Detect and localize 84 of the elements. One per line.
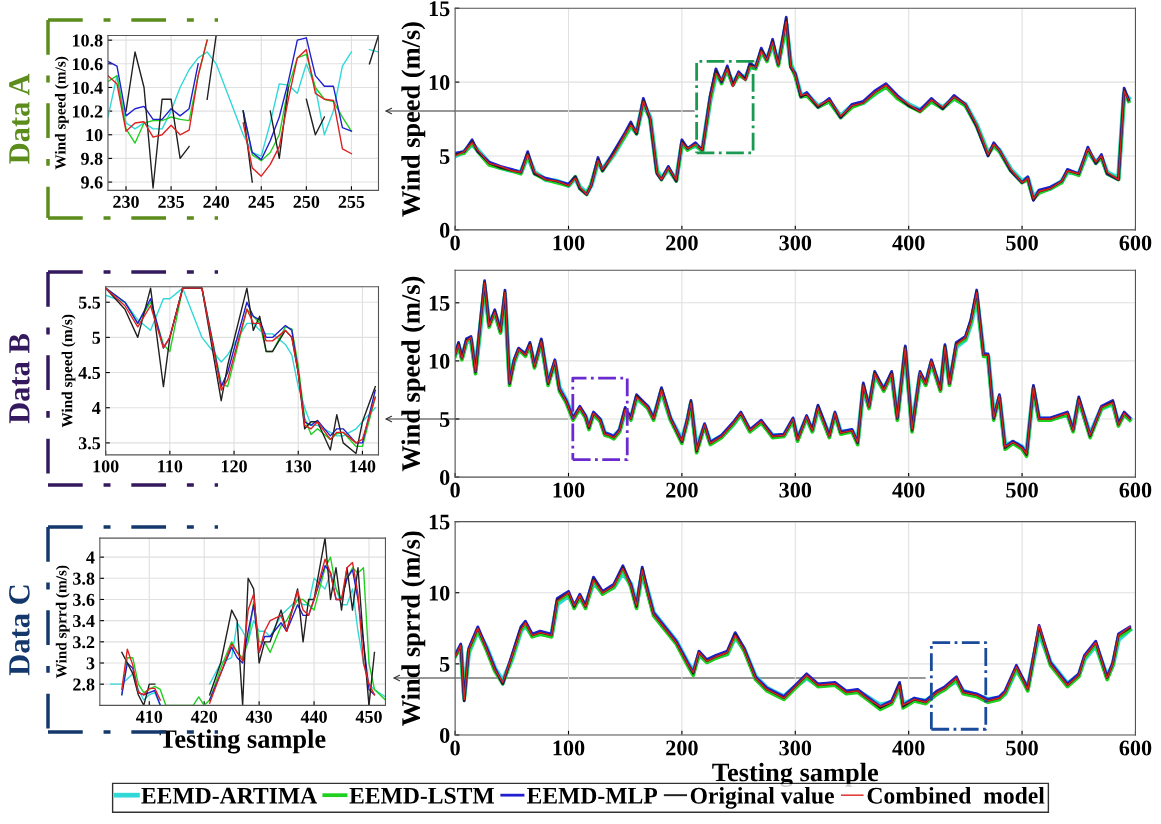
y-tick-label: 5 <box>440 149 450 164</box>
x-tick-label: 600 <box>1119 235 1152 251</box>
x-tick-label: 100 <box>553 482 585 498</box>
y-tick-label: 10 <box>86 129 103 142</box>
x-tick-label: 245 <box>248 195 275 208</box>
x-tick-label: 440 <box>300 710 327 723</box>
y-tick-label: 15 <box>429 514 450 530</box>
y-axis-title: Wind sprrd (m/s) <box>401 531 426 726</box>
y-tick-label: 3.5 <box>78 437 101 450</box>
x-tick-label: 300 <box>779 482 812 498</box>
x-axis-title: Testing sample <box>159 729 326 754</box>
y-tick-label: 10.8 <box>72 34 103 47</box>
x-tick-label: 240 <box>203 195 230 208</box>
y-tick-label: 0 <box>439 222 450 238</box>
y-tick-label: 10 <box>429 75 450 91</box>
y-tick-label: 4 <box>86 551 95 564</box>
x-tick-label: 500 <box>1006 482 1038 498</box>
x-tick-label: 200 <box>666 482 698 498</box>
y-tick-label: 5.5 <box>78 296 101 309</box>
y-tick-label: 3 <box>86 657 95 670</box>
legend-label: EEMD-MLP <box>526 787 658 804</box>
legend-label: EEMD-ARTIMA <box>141 787 318 804</box>
text: Data C <box>9 585 30 676</box>
y-axis-title: Wind speed (m/s) <box>401 22 426 217</box>
y-tick-label: 10 <box>429 353 450 369</box>
x-tick-label: 100 <box>553 740 585 756</box>
x-tick-label: 400 <box>892 482 925 498</box>
y-tick-label: 15 <box>429 295 450 311</box>
y-tick-label: 4.5 <box>78 366 101 380</box>
x-tick-label: 430 <box>245 710 272 723</box>
x-tick-label: 235 <box>158 195 184 208</box>
x-tick-label: 230 <box>113 195 139 208</box>
x-tick-label: 110 <box>158 460 183 473</box>
x-axis-title: Testing sample <box>712 762 879 787</box>
y-tick-label: 4 <box>92 402 101 414</box>
x-tick-label: 0 <box>450 482 460 498</box>
x-tick-label: 250 <box>293 195 320 208</box>
legend-label: EEMD-LSTM <box>349 787 495 804</box>
x-tick-label: 130 <box>286 460 312 473</box>
y-axis-title: Wind speed (m/s) <box>61 314 76 428</box>
y-tick-label: 0 <box>439 727 450 743</box>
y-tick-label: 3.8 <box>73 572 95 585</box>
y-tick-label: 5 <box>440 412 450 427</box>
y-axis-title: Wind speed (m/s) <box>54 56 69 170</box>
y-tick-label: 15 <box>429 1 450 17</box>
y-tick-label: 3.6 <box>73 593 95 606</box>
x-tick-label: 200 <box>666 740 698 756</box>
x-tick-label: 0 <box>450 740 460 756</box>
x-tick-label: 300 <box>779 740 812 756</box>
x-tick-label: 500 <box>1006 740 1038 756</box>
text: Data B <box>9 333 30 424</box>
y-axis-title: Wind speed (m/s) <box>401 276 426 472</box>
x-tick-label: 600 <box>1119 740 1152 756</box>
x-tick-label: 450 <box>355 710 382 723</box>
x-tick-label: 400 <box>892 235 925 251</box>
x-tick-label: 120 <box>221 460 247 473</box>
x-tick-label: 300 <box>779 235 812 251</box>
y-tick-label: 2.8 <box>73 678 95 691</box>
y-tick-label: 3.4 <box>73 614 95 628</box>
y-tick-label: 10.6 <box>72 58 103 71</box>
x-tick-label: 420 <box>190 710 218 723</box>
y-tick-label: 10 <box>429 585 450 601</box>
x-tick-label: 100 <box>553 235 585 251</box>
y-axis-title: Wind sprrd (m/s) <box>55 565 70 679</box>
legend-label: Original value <box>690 787 834 809</box>
y-tick-label: 5 <box>92 331 101 344</box>
y-tick-label: 10.4 <box>72 81 103 94</box>
text: Data A <box>9 73 30 164</box>
y-tick-label: 9.6 <box>81 176 103 189</box>
y-tick-label: 10.2 <box>72 105 103 118</box>
x-tick-label: 600 <box>1119 482 1152 498</box>
x-tick-label: 410 <box>135 710 163 723</box>
x-tick-label: 100 <box>93 460 119 473</box>
x-tick-label: 200 <box>666 235 698 251</box>
x-tick-label: 400 <box>892 740 925 756</box>
x-tick-label: 0 <box>450 235 460 251</box>
y-tick-label: 5 <box>440 657 450 672</box>
x-tick-label: 140 <box>350 460 376 473</box>
x-tick-label: 500 <box>1006 235 1038 251</box>
y-tick-label: 0 <box>439 470 450 486</box>
y-tick-label: 9.8 <box>81 152 103 165</box>
x-tick-label: 255 <box>338 195 365 208</box>
legend-label: Combined model <box>867 787 1045 804</box>
y-tick-label: 3.2 <box>73 636 95 649</box>
